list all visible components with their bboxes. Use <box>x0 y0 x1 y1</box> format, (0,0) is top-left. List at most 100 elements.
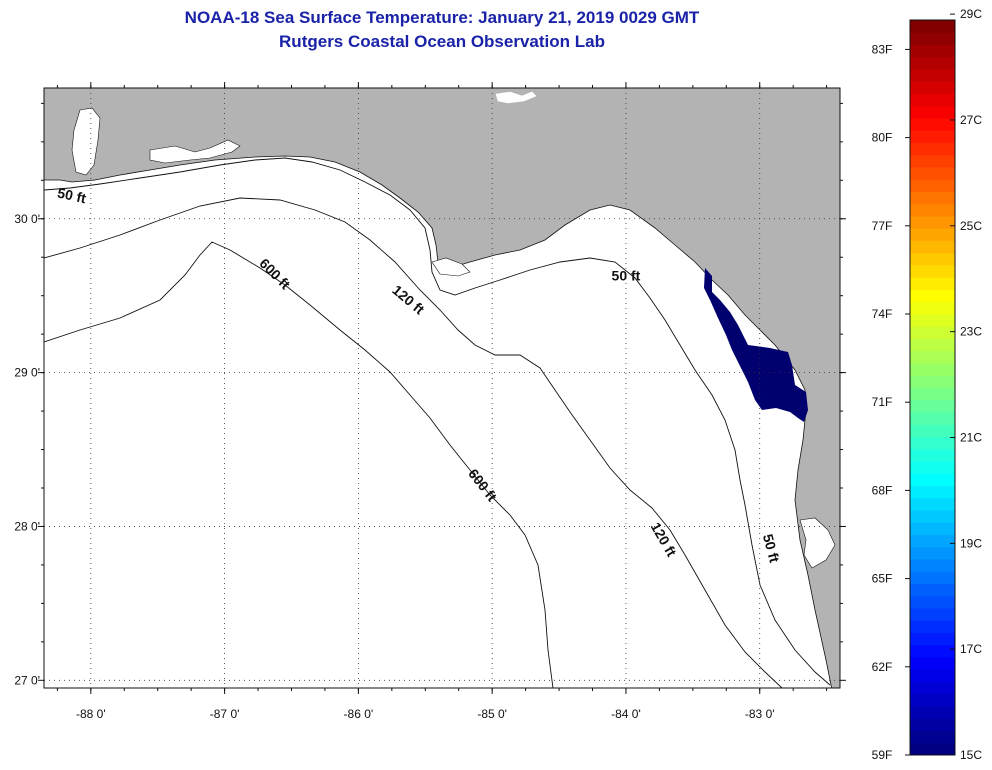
colorbar-step <box>910 203 955 217</box>
colorbar-step <box>910 179 955 192</box>
contour-50ft-west <box>44 157 831 686</box>
colorbar-step <box>910 730 955 744</box>
coastal-bays <box>149 139 241 164</box>
y-tick-label: 29 0' <box>14 366 40 380</box>
colorbar-step <box>910 118 955 131</box>
colorbar-f-label: 77F <box>872 219 893 233</box>
colorbar-step <box>910 497 955 511</box>
colorbar-step <box>910 669 955 682</box>
colorbar-step <box>910 424 955 437</box>
x-tick-label: -88 0' <box>76 707 106 721</box>
colorbar-step <box>910 399 955 413</box>
sst-data-patch <box>704 268 808 422</box>
y-tick-label: 30 0' <box>14 212 40 226</box>
colorbar-c-label: 19C <box>960 536 982 550</box>
colorbar-c-label: 29C <box>960 7 982 21</box>
colorbar-step <box>910 338 955 352</box>
colorbar-f-label: 74F <box>872 307 893 321</box>
contour-label: 50 ft <box>612 267 641 283</box>
colorbar-step <box>910 461 955 474</box>
colorbar-step <box>910 742 955 756</box>
map-title: NOAA-18 Sea Surface Temperature: January… <box>184 8 700 27</box>
map-subtitle: Rutgers Coastal Ocean Observation Lab <box>279 32 605 51</box>
colorbar-step <box>910 314 955 327</box>
colorbar-frame <box>909 19 956 756</box>
y-tick-label: 28 0' <box>14 519 40 533</box>
colorbar-step <box>910 657 955 670</box>
contour-600ft <box>44 241 554 688</box>
colorbar-step <box>910 252 955 266</box>
colorbar-step <box>910 216 955 229</box>
colorbar-step <box>910 583 955 597</box>
x-tick-label: -87 0' <box>210 707 240 721</box>
colorbar-step <box>910 228 955 241</box>
colorbar-c-label: 21C <box>960 430 982 444</box>
colorbar-step <box>910 718 955 731</box>
graticule <box>44 88 840 688</box>
colorbar-step <box>910 620 955 633</box>
colorbar-step <box>910 681 955 695</box>
colorbar-step <box>910 436 955 450</box>
colorbar-step <box>910 595 955 609</box>
colorbar-f-label: 71F <box>872 395 893 409</box>
colorbar-step <box>910 693 955 707</box>
colorbar-step <box>910 363 955 376</box>
colorbar-step <box>910 240 955 254</box>
colorbar-c-label: 23C <box>960 325 982 339</box>
colorbar-step <box>910 326 955 339</box>
colorbar-step <box>910 510 955 523</box>
tampa-bay <box>799 517 836 569</box>
colorbar-step <box>910 485 955 499</box>
colorbar-f-label: 59F <box>872 748 893 762</box>
colorbar-step <box>910 375 955 388</box>
colorbar-step <box>910 473 955 486</box>
colorbar-c-label: 27C <box>960 113 982 127</box>
x-tick-label: -84 0' <box>611 707 641 721</box>
land-mass <box>44 88 840 688</box>
colorbar-step <box>910 265 955 278</box>
colorbar-step <box>910 56 955 70</box>
apalachicola-bay <box>431 257 471 277</box>
colorbar-step <box>910 608 955 621</box>
colorbar-step <box>910 350 955 364</box>
colorbar-step <box>910 448 955 462</box>
colorbar-step <box>910 93 955 107</box>
plot-frame <box>43 87 841 689</box>
mobile-bay <box>71 107 101 176</box>
colorbar-step <box>910 534 955 548</box>
colorbar-step <box>910 105 955 119</box>
colorbar-c-label: 25C <box>960 219 982 233</box>
colorbar-step <box>910 632 955 646</box>
x-tick-label: -85 0' <box>477 707 507 721</box>
colorbar-step <box>910 44 955 58</box>
colorbar-step <box>910 167 955 180</box>
colorbar-step <box>910 130 955 143</box>
colorbar-step <box>910 277 955 290</box>
colorbar-f-label: 62F <box>872 660 893 674</box>
colorbar-f-label: 80F <box>872 131 893 145</box>
colorbar-step <box>910 387 955 401</box>
colorbar-step <box>910 644 955 658</box>
colorbar-step <box>910 522 955 535</box>
colorbar-step <box>910 559 955 572</box>
colorbar-c-label: 15C <box>960 748 982 762</box>
contour-label: 50 ft <box>56 185 88 207</box>
colorbar-f-label: 68F <box>872 483 893 497</box>
colorbar-step <box>910 571 955 584</box>
y-tick-label: 27 0' <box>14 673 40 687</box>
colorbar-step <box>910 191 955 205</box>
inland-lake <box>495 91 537 104</box>
colorbar-step <box>910 412 955 425</box>
colorbar-step <box>910 20 955 33</box>
colorbar-f-label: 83F <box>872 42 893 56</box>
colorbar-step <box>910 142 955 156</box>
colorbar: 83F 80F 77F 74F 71F 68F 65F 62F 59F 29C 27C 25C 23C 2… <box>872 7 983 762</box>
contour-120ft <box>44 197 783 688</box>
x-tick-label: -83 0' <box>745 707 775 721</box>
colorbar-step <box>910 32 955 45</box>
axes: -88 0' -87 0' -86 0' -85 0' -84 0' -83 0' 30 0… <box>14 82 846 721</box>
x-tick-label: -86 0' <box>344 707 374 721</box>
colorbar-step <box>910 154 955 168</box>
colorbar-step <box>910 289 955 303</box>
